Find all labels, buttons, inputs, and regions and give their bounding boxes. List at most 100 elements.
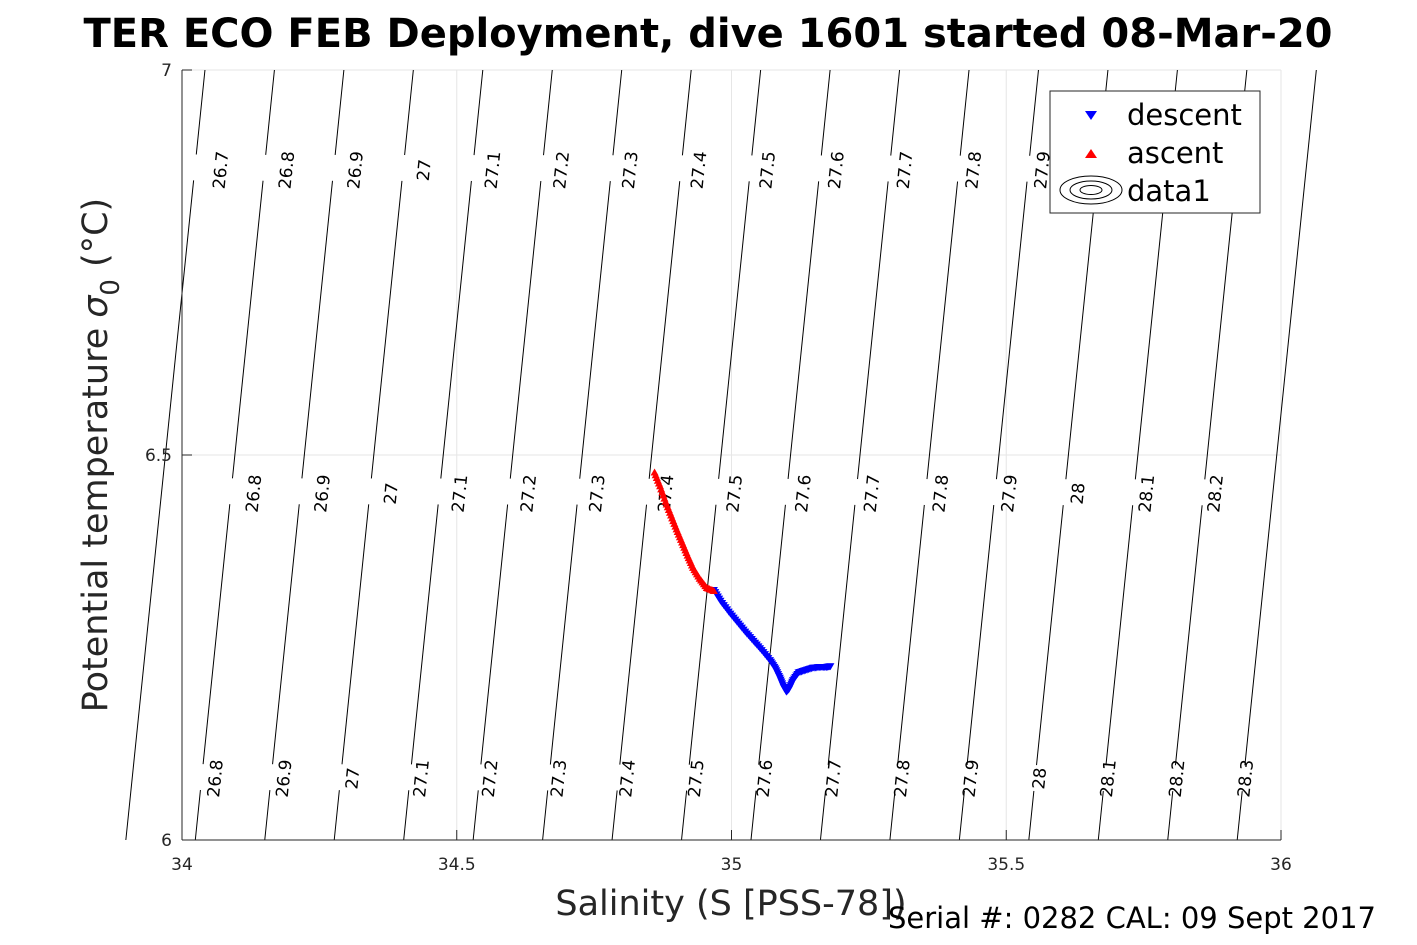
- y-axis-label-symbol: σ: [76, 294, 116, 318]
- contour-label: 27.1: [482, 150, 506, 190]
- contour-label: 27.1: [410, 759, 434, 799]
- density-contour-line: [819, 69, 901, 841]
- density-contour-line: [333, 69, 414, 841]
- contour-label-background: [224, 477, 283, 510]
- chart-title: TER ECO FEB Deployment, dive 1601 starte…: [83, 11, 1332, 57]
- density-contour-line: [889, 69, 970, 841]
- legend-ascent-label: ascent: [1127, 136, 1223, 170]
- x-axis-ticks: 34 34.5 35 35.5 36: [171, 830, 1292, 875]
- contour-label-background: [669, 154, 728, 186]
- density-contour-line: [958, 69, 1039, 841]
- contour-label-background: [738, 154, 797, 186]
- contour-label: 26.8: [204, 759, 228, 799]
- contour-label-background: [872, 762, 932, 795]
- contour-label-background: [1010, 762, 1069, 795]
- contour-label-background: [1048, 477, 1107, 510]
- contour-label: 26.9: [273, 759, 297, 799]
- y-axis-label-name: Potential temperature: [76, 328, 116, 712]
- contour-label-background: [979, 477, 1039, 510]
- contour-label: 27.5: [723, 474, 747, 514]
- contour-label-background: [185, 762, 245, 795]
- contour-label-background: [1147, 762, 1206, 795]
- contour-label: 27.6: [825, 150, 849, 190]
- y-axis-label: Potential temperature σ0 (°C): [76, 198, 126, 712]
- ascent-series: [650, 468, 718, 595]
- contour-label: 26.7: [210, 150, 234, 190]
- contour-label-background: [911, 477, 970, 510]
- contour-label: 26.8: [243, 474, 267, 514]
- contour-label-background: [875, 154, 934, 186]
- contour-label-background: [257, 154, 316, 186]
- contour-label: 27: [381, 482, 403, 506]
- contour-label: 27.9: [960, 759, 984, 799]
- serial-calibration-footer: Serial #: 0282 CAL: 09 Sept 2017: [888, 901, 1376, 935]
- contour-label-background: [463, 154, 522, 186]
- contour-label: 27.2: [517, 474, 541, 514]
- density-contour-line: [472, 69, 553, 841]
- contour-label: 27.8: [891, 759, 915, 799]
- y-tick-label: 6.5: [145, 446, 172, 466]
- contour-label: 27.9: [998, 474, 1022, 514]
- contour-label: 27.4: [616, 759, 640, 799]
- contour-label: 27.5: [756, 150, 780, 190]
- contour-label-background: [1078, 762, 1138, 795]
- contour-label-background: [1117, 477, 1176, 510]
- contour-label-background: [806, 154, 866, 186]
- density-contour-line: [403, 69, 484, 841]
- contour-label-background: [597, 762, 657, 795]
- contour-label: 27.4: [688, 150, 712, 190]
- contour-label: 28.3: [1234, 759, 1258, 799]
- density-contour-line: [542, 69, 623, 841]
- contour-label: 28.1: [1135, 474, 1159, 514]
- descent-marker: [826, 663, 835, 671]
- contour-label: 27.2: [550, 150, 574, 190]
- contour-label: 28.2: [1204, 474, 1228, 514]
- x-tick-label: 34: [171, 855, 193, 875]
- y-axis-label-unit: (°C): [76, 198, 116, 267]
- x-tick-label: 36: [1270, 855, 1292, 875]
- contour-label: 27.5: [685, 759, 709, 799]
- ascent-marker: [709, 587, 718, 595]
- contour-label-background: [705, 477, 764, 510]
- density-contour-line: [750, 69, 831, 841]
- contour-label-background: [944, 154, 1003, 186]
- contour-label-background: [773, 477, 833, 510]
- y-axis-ticks: 66.57: [145, 61, 192, 851]
- x-tick-label: 35: [721, 855, 743, 875]
- contour-label: 27.8: [929, 474, 953, 514]
- density-contour-line: [1236, 69, 1317, 841]
- contour-label-background: [394, 154, 453, 186]
- contour-label: 27.2: [479, 759, 503, 799]
- contour-label-background: [361, 477, 420, 510]
- x-tick-label: 35.5: [987, 855, 1025, 875]
- density-contour-line: [681, 69, 762, 841]
- contour-label: 27.7: [822, 759, 846, 799]
- contour-label-background: [292, 477, 352, 510]
- contour-label: 27.7: [894, 150, 918, 190]
- legend: descent ascent data1: [1049, 90, 1261, 214]
- contour-label: 28: [1029, 767, 1051, 791]
- contour-label: 27.1: [449, 474, 473, 514]
- legend-descent-marker: [1085, 111, 1097, 120]
- legend-contour-icon: [1059, 175, 1123, 205]
- legend-descent-label: descent: [1127, 98, 1242, 132]
- x-axis-label: Salinity (S [PSS-78]): [555, 884, 906, 924]
- contour-label: 27.3: [586, 474, 610, 514]
- density-contour-line: [264, 69, 345, 841]
- y-tick-label: 7: [161, 61, 172, 81]
- contour-label-background: [391, 762, 451, 795]
- density-contour-line: [125, 69, 206, 841]
- contour-label-background: [941, 762, 1000, 795]
- y-tick-label: 6: [161, 831, 172, 851]
- contour-label-background: [323, 762, 382, 795]
- descent-series: [709, 587, 835, 696]
- legend-data1-label: data1: [1127, 174, 1211, 208]
- contour-label: 27.3: [619, 150, 643, 190]
- contour-label-background: [529, 762, 588, 795]
- contour-label: 27.9: [1031, 150, 1055, 190]
- contour-label-background: [567, 477, 627, 510]
- density-contour-line: [194, 69, 275, 841]
- contour-label-background: [842, 477, 901, 510]
- contour-label: 27.8: [962, 150, 986, 190]
